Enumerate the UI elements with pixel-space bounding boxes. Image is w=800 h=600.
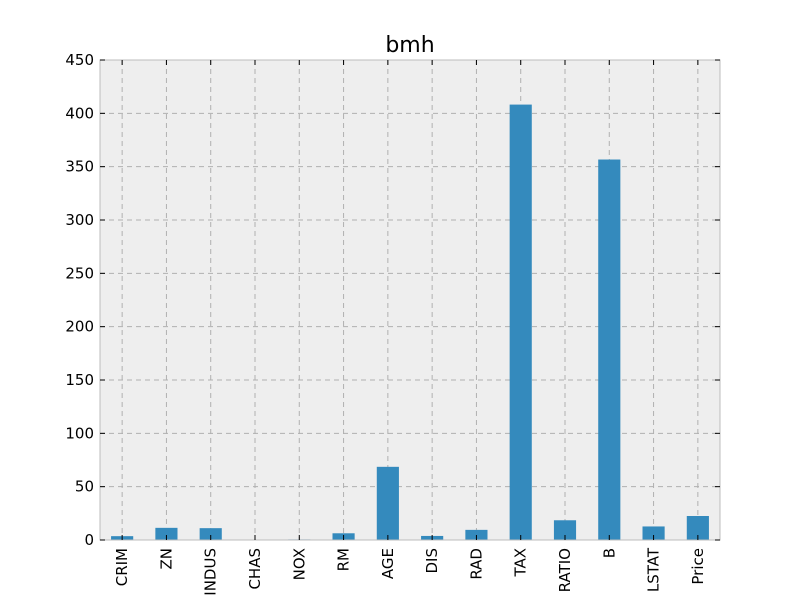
bar-lstat	[642, 526, 665, 540]
y-tick-label: 150	[65, 371, 94, 389]
x-tick-label: NOX	[290, 548, 308, 580]
bars	[111, 104, 709, 540]
x-tick-label: RAD	[467, 548, 485, 580]
y-tick-label: 450	[65, 51, 94, 69]
bar-indus	[199, 528, 222, 540]
bar-rad	[465, 529, 488, 540]
x-tick-label: RATIO	[556, 548, 574, 592]
bar-age	[376, 466, 399, 540]
plot-frame	[99, 59, 721, 541]
x-tick-label: Price	[689, 548, 707, 585]
x-tick-label: ZN	[157, 548, 175, 570]
x-tick-label: CRIM	[113, 548, 131, 586]
x-tick-label: INDUS	[202, 548, 220, 596]
bar-zn	[155, 527, 178, 540]
x-tick-label: TAX	[512, 548, 530, 578]
x-tick-label: LSTAT	[645, 547, 663, 592]
plot-background	[100, 60, 720, 540]
bar-ratio	[553, 520, 577, 540]
x-tick-label: B	[600, 548, 618, 558]
x-tick-label: AGE	[379, 548, 397, 579]
x-tick-label: RM	[335, 548, 353, 571]
x-tick-label: CHAS	[246, 548, 264, 590]
y-tick-label: 250	[65, 264, 94, 282]
y-tick-label: 400	[65, 104, 94, 122]
x-axis-ticks: CRIM ZN INDUS CHAS NOX RM AGE DIS RAD TAX RATIO B LS…	[113, 60, 707, 596]
y-tick-label: 300	[65, 211, 94, 229]
y-tick-label: 100	[65, 424, 94, 442]
y-tick-label: 200	[65, 318, 94, 336]
y-tick-label: 50	[75, 478, 94, 496]
y-tick-label: 0	[84, 531, 94, 549]
y-axis-ticks: 0 50 100 150 200 250 300 350 400 450	[65, 51, 720, 549]
x-tick-label: DIS	[423, 548, 441, 574]
y-tick-label: 350	[65, 158, 94, 176]
bar-tax	[509, 104, 532, 540]
bar-b	[598, 159, 621, 540]
bar-price	[686, 516, 709, 540]
chart-title: bmh	[385, 33, 434, 58]
